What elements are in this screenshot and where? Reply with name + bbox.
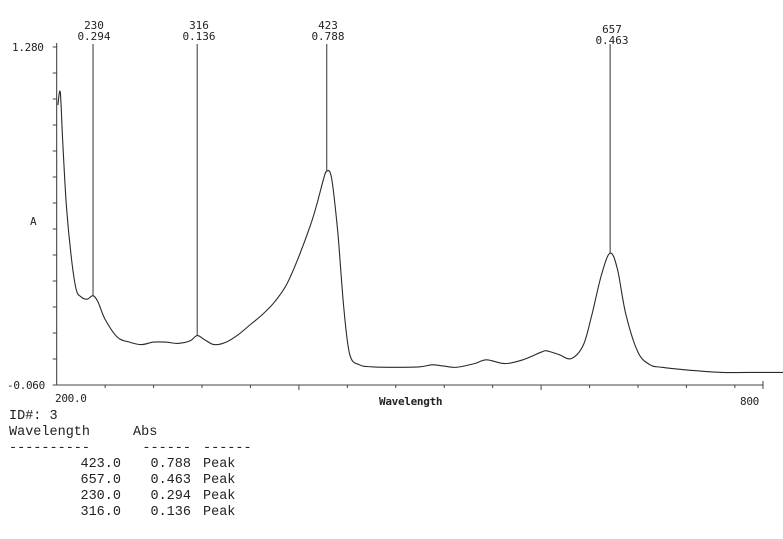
table-row: 316.0 0.136 Peak	[80, 505, 236, 520]
table-row: 657.0 0.463 Peak	[80, 473, 236, 488]
y-max-label: 1.280	[12, 41, 44, 54]
x-min-label: 200.0	[55, 392, 87, 405]
peak-marker-label-316: 316 0.136	[182, 19, 216, 43]
peak-marker-label-657: 657 0.463	[595, 23, 629, 47]
peak-marker-label-423: 423 0.788	[311, 19, 345, 43]
x-max-label: 800	[740, 395, 759, 408]
y-min-label: -0.060	[7, 379, 45, 392]
peak-results-table: ID#: 3 Wavelength Abs ---------- ------ ---…	[9, 409, 252, 521]
table-row: 423.0 0.788 Peak	[80, 457, 236, 472]
column-header-abs: Abs	[133, 425, 158, 440]
table-header: Wavelength Abs	[9, 425, 252, 441]
peak-marker-lines	[92, 44, 611, 336]
spectrum-chart: 1.280 -0.060 A 200.0 Wavelength 800 230 …	[7, 19, 783, 408]
x-axis-label: Wavelength	[379, 395, 443, 408]
table-header-divider: ---------- ------ ------	[9, 441, 252, 456]
spectrum-plot-area	[52, 43, 783, 390]
axes	[52, 43, 764, 390]
sample-id: ID#: 3	[9, 409, 58, 424]
column-header-wavelength: Wavelength	[9, 425, 91, 440]
y-axis-label: A	[30, 215, 37, 228]
table-row: 230.0 0.294 Peak	[80, 489, 236, 504]
absorbance-curve	[57, 90, 783, 374]
peak-marker-label-230: 230 0.294	[77, 19, 111, 43]
